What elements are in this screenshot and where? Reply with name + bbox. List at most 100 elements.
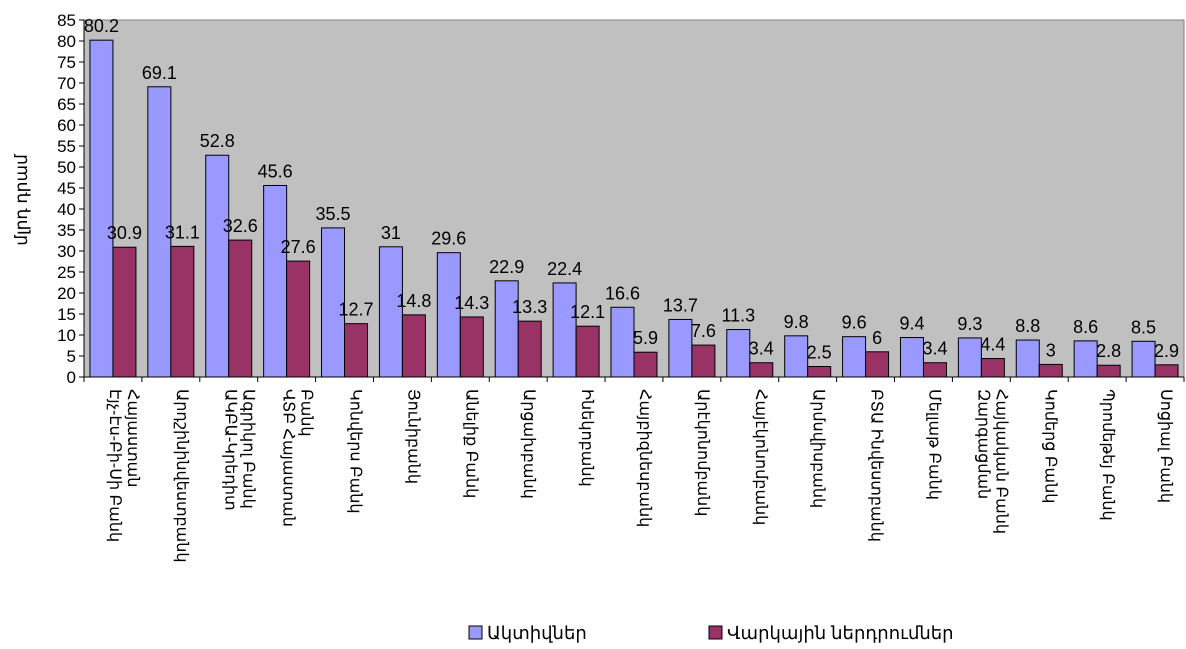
bar-loans [286,260,311,378]
data-label-assets: 13.7 [663,295,698,315]
y-tick-label: 50 [57,158,76,177]
y-tick-label: 55 [57,137,76,156]
x-category-label: Հայկական Բանկ [992,389,1009,534]
bar-assets [552,282,577,378]
x-category-label: Ագրիկոլ Բանկ [240,389,257,509]
data-label-assets: 9.4 [899,314,924,334]
data-label-assets: 8.6 [1073,317,1098,337]
x-category-label: Արցախբանկ [520,389,537,499]
x-category-label: Մելլաթ Բանկ [925,389,942,500]
data-label-assets: 35.5 [316,204,351,224]
data-label-loans: 30.9 [107,223,142,243]
y-tick-label: 80 [57,32,76,51]
bar-loans [1038,363,1063,378]
bar-loans [633,351,658,378]
x-category-label: Պրոմեթեյ Բանկ [1099,389,1116,521]
bar-assets [494,280,519,378]
bar-loans [170,245,195,378]
y-tick-label: 60 [57,116,76,135]
bar-loans [112,246,137,378]
bar-assets [1015,339,1040,378]
bar-assets [378,246,403,378]
bar-assets [436,252,461,378]
data-label-assets: 16.6 [605,283,640,303]
data-label-loans: 14.8 [396,291,431,311]
y-axis-title: մլրդ դրամ [12,154,31,246]
data-label-loans: 5.9 [633,328,658,348]
data-label-assets: 69.1 [142,63,177,83]
data-label-assets: 9.6 [842,313,867,333]
x-category-label: Հայաստան [124,389,141,487]
bar-assets [1131,340,1156,378]
y-tick-label: 10 [57,326,76,345]
x-category-label: Էյչ-Էս-Բի-Սի Բանկ [106,389,123,542]
x-category-label: Հայբիզնեսբանկ [636,389,653,527]
legend: Ակտիվներ Վարկային ներդրումներ [468,623,954,643]
data-label-loans: 4.4 [980,335,1005,355]
data-label-loans: 3.4 [922,339,947,359]
x-category-label: Բանկ [298,389,315,437]
y-tick-label: 65 [57,95,76,114]
data-label-loans: 31.1 [165,222,200,242]
bar-assets [89,39,114,378]
data-label-loans: 7.6 [691,321,716,341]
data-label-loans: 12.1 [570,302,605,322]
bar-loans [1096,364,1121,378]
x-category-label: Յունիբանկ [404,389,421,484]
y-tick-label: 45 [57,179,76,198]
bar-assets [668,318,693,378]
x-category-label: Ինեկոբանկ [578,389,595,487]
data-label-assets: 11.3 [721,306,755,326]
bar-loans [980,358,1005,378]
bar-loans [865,351,890,378]
x-category-label: Կոմերց Բանկ [1041,389,1058,503]
y-tick-label: 40 [57,200,76,219]
y-tick-label: 70 [57,74,76,93]
bar-assets [784,335,809,378]
y-tick-label: 15 [57,305,76,324]
bar-assets [263,184,288,378]
y-tick-label: 35 [57,221,76,240]
data-label-assets: 31 [381,223,401,243]
data-label-loans: 2.8 [1096,341,1121,361]
bar-loans [401,314,426,378]
data-label-loans: 32.6 [223,216,258,236]
x-category-label: Անելիք Բանկ [462,389,479,498]
data-label-loans: 14.3 [454,293,489,313]
x-category-label: Զարգացման [974,389,991,499]
bar-loans [228,239,253,378]
data-label-loans: 12.7 [339,300,374,320]
data-label-loans: 6 [872,328,882,348]
legend-label-assets: Ակտիվներ [487,623,587,643]
data-label-assets: 22.9 [489,257,524,277]
data-label-loans: 3 [1046,340,1056,360]
bar-loans [1154,364,1179,378]
x-category-label: ԱԿԲԱ-Կրեդիտ [222,389,239,511]
bar-loans [922,362,947,378]
bar-loans [807,366,832,378]
bar-loans [749,362,774,378]
data-label-assets: 29.6 [431,229,466,249]
bar-loans [691,344,716,378]
y-tick-label: 20 [57,284,76,303]
x-category-label: ՎՏԲ Հայաստան [280,389,297,527]
x-category-label: Արէկոնոմբանկ [694,389,711,516]
bar-assets [957,337,982,378]
bar-loans [459,316,484,378]
legend-swatch-loans [708,625,723,640]
bar-assets [899,337,924,378]
y-tick-label: 85 [57,11,76,30]
bar-assets [842,336,867,378]
y-tick-label: 75 [57,53,76,72]
data-label-loans: 27.6 [281,237,316,257]
bar-loans [344,323,369,378]
x-category-label: Արդշինինվեստբանկ [173,389,190,563]
bar-loans [517,320,542,378]
legend-label-loans: Վարկային ներդրումներ [727,623,954,643]
bar-assets [610,306,635,378]
x-category-label: ԲՏԱ Ինվեստբանկ [868,389,885,542]
y-tick-label: 25 [57,263,76,282]
y-tick-label: 5 [67,347,76,366]
